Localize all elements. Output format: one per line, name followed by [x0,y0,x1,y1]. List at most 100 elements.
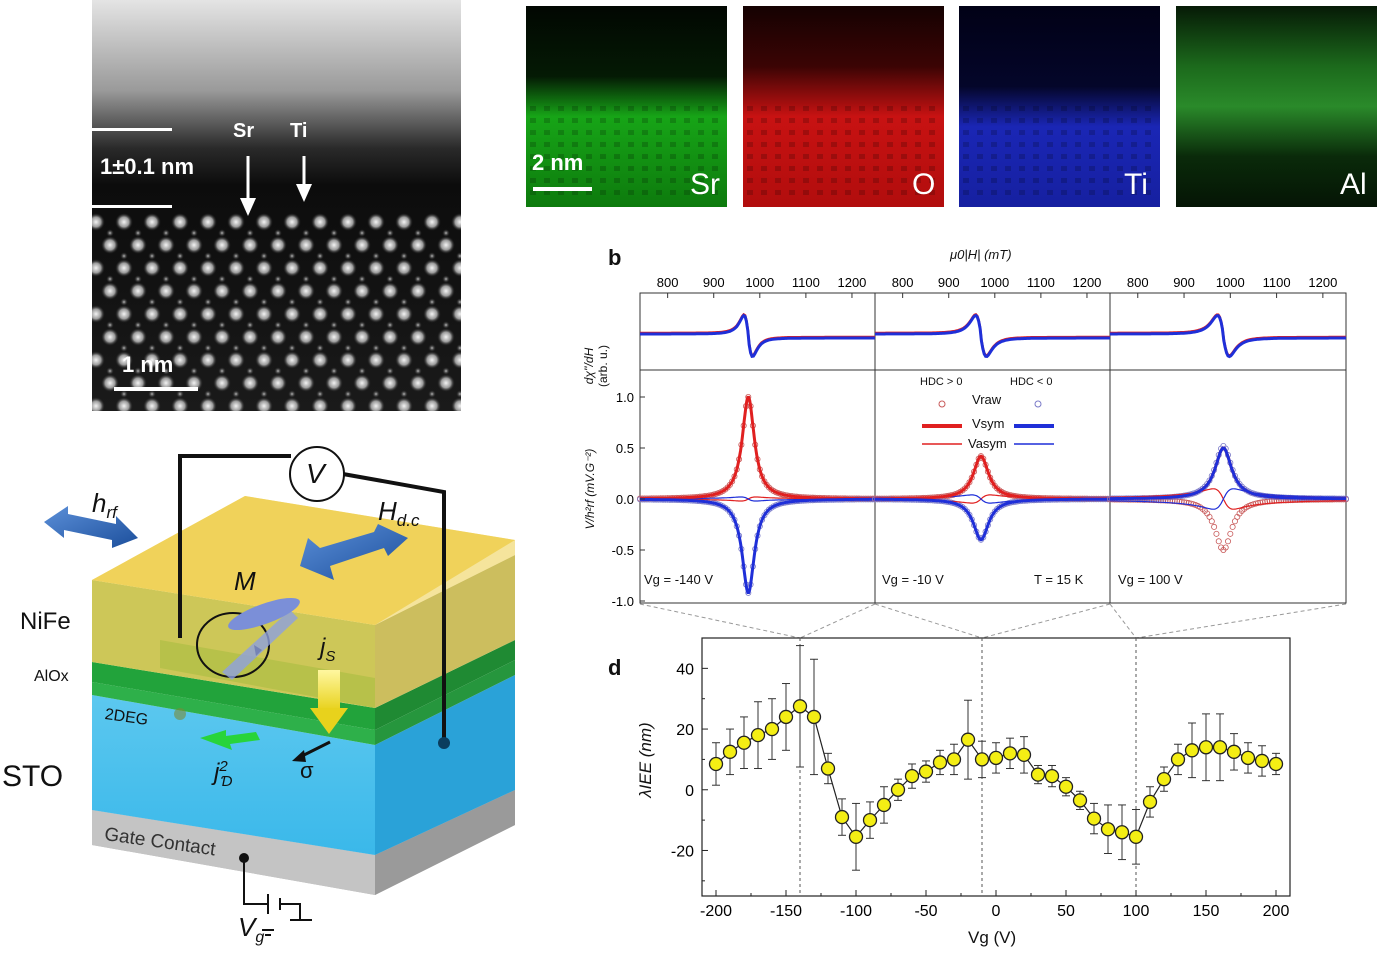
zoom-guide-line [639,603,801,639]
panel-b-top-tick: 1200 [1072,275,1101,290]
panel-b-ytick: 1.0 [616,390,634,405]
panel-b-top-tick: 1100 [792,275,820,290]
panel-d-xtick: -150 [770,903,802,920]
lambda-iee-point [806,709,822,725]
layer-nife-label: NiFe [20,608,71,635]
panel-d-xtick: -100 [840,903,872,920]
lambda-iee-point [1198,740,1214,755]
stem-ti-label: Ti [290,120,308,142]
subpanel-3-vg: Vg = 100 V [1118,572,1183,587]
panel-b-top-tick: 1100 [1027,275,1055,290]
zoom-guide-line [1109,603,1137,639]
subpanel-1-vg: Vg = -140 V [644,572,714,587]
eds-label-al: Al [1340,168,1367,201]
panel-d-xtick: 100 [1123,903,1150,920]
panel-b-ytick: 0.5 [616,441,634,456]
panel-b-top-tick: 1200 [1308,275,1337,290]
panel-d-ytick: 0 [685,783,694,800]
vsym-curve-neg [640,497,875,594]
vraw-point-pos [1181,499,1188,506]
panel-d-xtick: 50 [1057,903,1075,920]
lambda-iee-point [1100,822,1116,837]
panel-b-top-tick: 900 [703,275,725,290]
panel-b-top-tick: 1100 [1263,275,1291,290]
panel-d-ytick: -20 [671,843,694,860]
eds-label-sr: Sr [690,168,720,201]
panel-b-top-tick: 900 [1173,275,1195,290]
lambda-iee-point [1240,750,1256,766]
lambda-iee-point [988,750,1004,766]
eds-label-o: O [912,168,936,201]
layer-sto-label: STO [2,760,64,793]
js-label: jS [320,634,336,665]
stem-sr-label: Sr [233,120,255,142]
vraw-point-pos [1222,544,1229,551]
panel-b-top-axis-label: μ0|H| (mT) [950,247,1012,262]
panel-b-top-tick: 1000 [980,275,1009,290]
lambda-iee-point [1212,740,1228,755]
panel-d-ylabel: λIEE (nm) [636,722,655,798]
lambda-iee-point [736,735,752,750]
panel-b-top-tick: 800 [1127,275,1149,290]
lambda-iee-point [1226,744,1242,759]
stem-bottom-bar [92,205,172,208]
legend-asym: Vasym [968,436,1007,451]
vasym-curve-pos [1110,488,1346,510]
vsym-curve-neg [875,497,1110,542]
magnetization-label: M [234,566,256,596]
zoom-guide-line [1135,603,1347,639]
voltmeter-label: V [306,458,325,489]
lambda-iee-point [1128,829,1144,844]
lambda-iee-point [722,744,738,759]
lambda-iee-point [848,829,864,844]
legend-raw-blue-marker [1034,400,1042,408]
fmr-curve-blue [875,313,1110,358]
vraw-point-pos [1178,498,1185,505]
vraw-point-pos [1227,530,1234,537]
panel-b-top-tick: 1000 [1216,275,1245,290]
panel-d-xlabel: Vg (V) [968,928,1017,947]
vraw-point-pos [1255,500,1262,507]
lambda-iee-point [1114,825,1130,840]
eds-map-al [1176,6,1377,207]
panel-b-letter: b [608,245,622,270]
vraw-point-pos [1252,500,1259,507]
legend-hdc-pos: HDC > 0 [920,376,963,388]
lambda-iee-point [890,782,906,797]
panel-b-ytick: 0.0 [616,492,634,507]
vraw-point-pos [1259,499,1266,506]
eds-label-ti: Ti [1124,168,1148,201]
sigma-label: σ [300,758,314,783]
panel-d-xtick: 200 [1263,903,1290,920]
vraw-point-pos [1262,498,1269,505]
vasym-curve-neg [1110,488,1346,510]
panel-b-ytick: -0.5 [612,543,634,558]
eds-map-sr [526,6,727,207]
panel-d-ytick: 20 [676,722,694,739]
jc-label: j2Ɗ [214,758,233,790]
eds-map-o [743,6,944,207]
zoom-guide-line [799,603,876,639]
layer-alox-label: AlOx [34,668,69,685]
lambda-iee-point [764,721,780,737]
subpanel-2-vg: Vg = -10 V [882,572,944,587]
lambda-iee-point [862,812,878,828]
vraw-point-pos [1171,498,1178,505]
lambda-iee-point [1044,768,1060,784]
subpanel-2-temp: T = 15 K [1034,572,1084,587]
h-dc-label: Hd.c [378,496,420,531]
lambda-iee-point [1268,756,1284,772]
eds-scale-label: 2 nm [532,150,584,175]
legend-sym: Vsym [972,416,1005,431]
vraw-point-pos [1257,499,1264,506]
lambda-iee-point [834,809,850,825]
lambda-iee-point [750,727,766,743]
lambda-iee-point [974,752,990,767]
lambda-iee-point [820,761,836,776]
lambda-iee-point [1058,779,1074,794]
panel-b-top-tick: 1200 [837,275,866,290]
